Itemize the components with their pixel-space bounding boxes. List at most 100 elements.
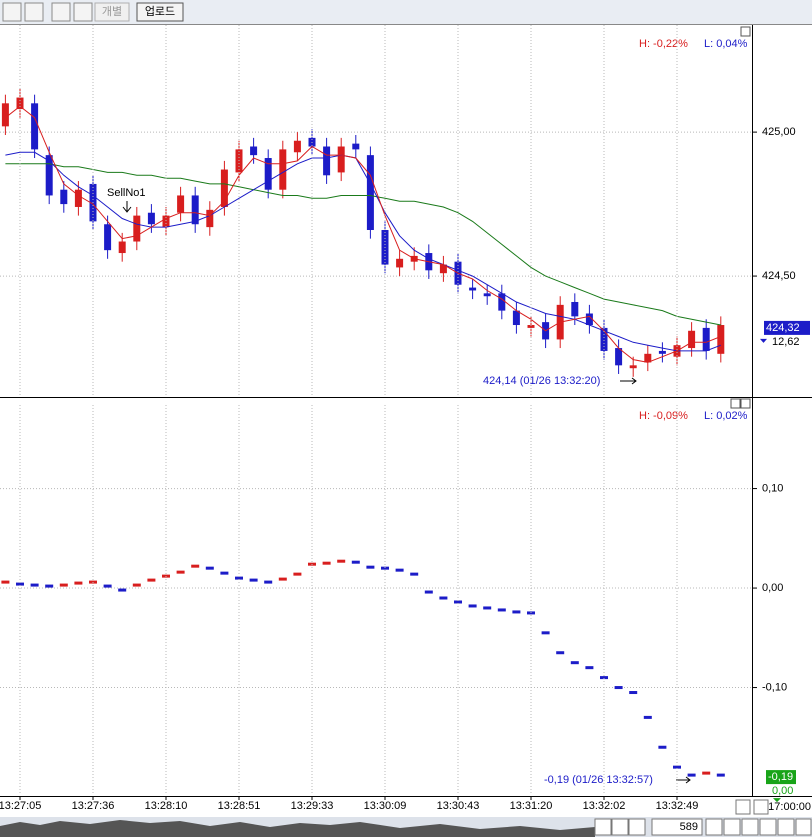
value-dash [483,606,492,610]
value-dash [658,745,667,749]
nav-button[interactable] [759,818,777,836]
toolbar-button[interactable] [94,2,130,22]
panel-button[interactable] [730,398,741,409]
candle-body [177,195,185,213]
tool-button[interactable] [51,2,71,22]
nav-button[interactable] [611,818,629,836]
candle-body [337,146,345,173]
candle-body [118,241,126,254]
panel-button[interactable] [740,26,751,37]
value-dash [191,564,200,568]
candle-body [658,350,666,354]
last-value-box [766,770,796,785]
panel-button[interactable] [740,398,751,409]
candle-body [366,155,374,231]
value-dash [205,566,214,570]
low-note: 424,14 (01/26 13:32:20) [483,375,600,387]
overview-silhouette [0,820,595,837]
value-dash [235,576,243,580]
nav-button[interactable] [741,818,759,836]
candle-body [600,327,608,351]
last-value-label: -0,19 [768,771,793,783]
nav-button[interactable] [723,818,741,836]
nav-button[interactable] [705,818,723,836]
value-dash [337,559,346,563]
header-high: H: -0,22% [639,38,688,50]
nav-button[interactable] [795,818,812,836]
y-tick-label: 425,00 [762,126,796,138]
candle-body [702,327,710,351]
candle-body [323,146,331,176]
candle-body [220,169,228,207]
candle-body [206,209,214,228]
value-dash [132,583,141,587]
value-dash [59,583,68,587]
x-tick-label: 13:29:33 [291,800,334,812]
zero-label: 0,00 [772,785,793,797]
candle-body [279,149,287,190]
value-dash [74,581,83,585]
candle-body [396,258,404,268]
candle-body [264,158,272,190]
nav-button[interactable] [777,818,795,836]
candle-body [512,310,520,326]
side-text: 12,62 [772,336,800,348]
zero-marker [773,798,781,803]
last-price-box [764,320,810,335]
y-tick-label: 424,50 [762,270,796,282]
header-high: H: -0,09% [639,410,688,422]
signal-label: SellNo1 [107,187,146,199]
value-dash [147,578,156,582]
value-dash [322,561,331,565]
value-dash [454,600,462,604]
value-dash [249,578,258,582]
candle-body [162,215,170,228]
toolbar [0,0,812,24]
value-dash [570,661,579,665]
y-tick-label: -0,10 [762,681,787,693]
toolbar-button-label: 업로드 [145,5,175,18]
candle-body [717,325,725,354]
x-tick-label: 13:28:10 [145,800,188,812]
candle-body [191,195,199,225]
tool-button[interactable] [73,2,93,22]
candle-body [439,264,447,274]
value-dash [395,568,404,572]
value-dash [351,560,360,564]
value-dash [424,590,433,594]
value-dash [468,604,477,608]
tool-button[interactable] [735,799,751,815]
value-dash [103,584,112,588]
value-dash [629,691,638,695]
bar-count-box[interactable] [651,818,703,836]
toolbar-button[interactable] [136,2,184,22]
value-dash [176,570,185,574]
moving-average [5,163,721,326]
nav-button[interactable] [594,818,612,836]
tool-button[interactable] [753,799,769,815]
x-tick-label: 13:30:43 [437,800,480,812]
candle-body [498,293,506,311]
y-tick-label: 0,00 [762,582,783,594]
value-dash [381,566,389,570]
tool-button[interactable] [2,2,22,22]
candle-body [469,287,477,291]
end-time: 17:00:00 [768,801,811,813]
note-arrow [676,776,691,784]
candle-body [585,313,593,326]
value-dash [673,765,681,769]
value-dash [614,686,623,690]
value-dash [585,666,594,670]
value-dash [600,676,608,680]
candle-body [644,353,652,363]
bar-count: 589 [680,821,698,833]
candle-body [483,293,491,297]
value-dash [716,773,725,777]
nav-button[interactable] [628,818,646,836]
side-marker [760,338,767,343]
x-tick-label: 13:31:20 [510,800,553,812]
low-note: -0,19 (01/26 13:32:57) [544,774,653,786]
tool-button[interactable] [24,2,44,22]
value-dash [264,580,273,584]
moving-average [5,151,721,352]
